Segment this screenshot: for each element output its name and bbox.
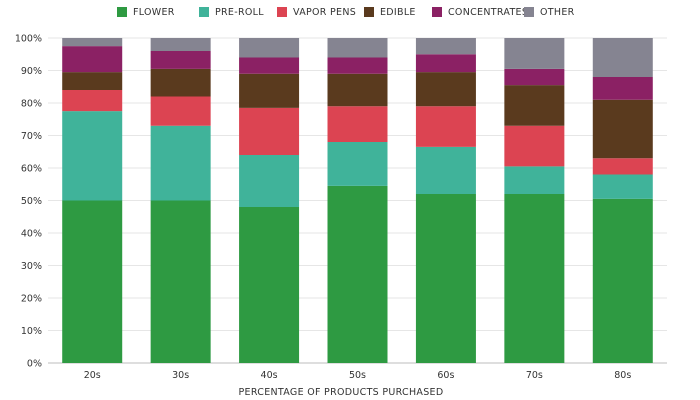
chart-legend: FLOWER PRE-ROLL VAPOR PENS EDIBLE CONCENTRAT… xyxy=(0,4,700,22)
bar-segment-concentrates-20s xyxy=(62,46,123,73)
y-tick-label: 30% xyxy=(21,261,42,272)
legend-label: EDIBLE xyxy=(380,6,416,18)
y-tick-label: 0% xyxy=(27,359,42,370)
bar-segment-pre-roll-80s xyxy=(592,174,653,199)
bar-stack-80s xyxy=(592,38,653,363)
legend-item-flower: FLOWER xyxy=(117,4,175,20)
y-tick-label: 100% xyxy=(15,34,42,45)
bar-stack-40s xyxy=(239,38,300,363)
bar-segment-flower-20s xyxy=(62,200,123,363)
x-tick-label: 40s xyxy=(261,370,278,381)
bar-segment-other-70s xyxy=(504,38,565,69)
legend-item-other: OTHER xyxy=(524,4,575,20)
bar-stack-60s xyxy=(415,38,476,363)
bar-segment-pre-roll-50s xyxy=(327,142,388,186)
legend-item-concentrates: CONCENTRATES xyxy=(432,4,528,20)
legend-swatch xyxy=(432,7,442,17)
bar-segment-pre-roll-60s xyxy=(415,146,476,194)
y-tick-label: 20% xyxy=(21,294,42,305)
bar-stack-20s xyxy=(62,38,123,363)
bar-segment-edible-60s xyxy=(415,72,476,107)
bar-segment-other-60s xyxy=(415,38,476,55)
x-tick-label: 80s xyxy=(614,370,631,381)
bar-segment-concentrates-30s xyxy=(150,51,211,69)
bar-segment-vapor-pens-40s xyxy=(239,107,300,155)
legend-swatch xyxy=(524,7,534,17)
bar-segment-vapor-pens-30s xyxy=(150,96,211,126)
bar-segment-vapor-pens-60s xyxy=(415,106,476,147)
x-axis-ticks: 20s 30s 40s 50s 60s 70s 80s xyxy=(84,370,632,381)
legend-swatch xyxy=(277,7,287,17)
x-tick-label: 70s xyxy=(526,370,543,381)
bar-segment-edible-70s xyxy=(504,85,565,126)
legend-swatch xyxy=(199,7,209,17)
bar-segment-flower-70s xyxy=(504,194,565,363)
bar-stack-50s xyxy=(327,38,388,363)
bar-segment-edible-50s xyxy=(327,73,388,107)
y-tick-label: 10% xyxy=(21,326,42,337)
y-tick-label: 40% xyxy=(21,229,42,240)
y-tick-label: 70% xyxy=(21,131,42,142)
legend-label: CONCENTRATES xyxy=(448,6,529,18)
bar-segment-vapor-pens-20s xyxy=(62,90,123,112)
bar-segment-other-30s xyxy=(150,38,211,51)
legend-item-edible: EDIBLE xyxy=(364,4,416,20)
bar-segment-edible-80s xyxy=(592,99,653,159)
legend-label: VAPOR PENS xyxy=(293,6,357,18)
y-tick-label: 50% xyxy=(21,196,42,207)
x-tick-label: 60s xyxy=(437,370,454,381)
bar-segment-other-40s xyxy=(239,38,300,58)
legend-swatch xyxy=(364,7,374,17)
bar-stacks xyxy=(62,38,653,363)
bar-segment-flower-60s xyxy=(415,194,476,363)
x-axis-title: PERCENTAGE OF PRODUCTS PURCHASED xyxy=(239,387,444,398)
bar-segment-pre-roll-70s xyxy=(504,166,565,194)
bar-segment-concentrates-50s xyxy=(327,57,388,74)
bar-segment-concentrates-70s xyxy=(504,68,565,86)
legend-item-vapor-pens: VAPOR PENS xyxy=(277,4,356,20)
bar-segment-edible-40s xyxy=(239,73,300,108)
bar-segment-pre-roll-20s xyxy=(62,111,123,201)
bar-segment-flower-30s xyxy=(150,200,211,363)
bar-segment-flower-80s xyxy=(592,198,653,363)
bar-segment-other-50s xyxy=(327,38,388,58)
bar-segment-concentrates-80s xyxy=(592,77,653,100)
bar-segment-edible-20s xyxy=(62,72,123,90)
legend-label: PRE-ROLL xyxy=(215,6,264,18)
x-tick-label: 30s xyxy=(172,370,189,381)
bar-segment-edible-30s xyxy=(150,68,211,97)
bar-segment-other-20s xyxy=(62,38,123,47)
y-tick-label: 90% xyxy=(21,66,42,77)
bar-stack-70s xyxy=(504,38,565,363)
legend-label: OTHER xyxy=(540,6,575,18)
legend-swatch xyxy=(117,7,127,17)
y-tick-label: 80% xyxy=(21,99,42,110)
bar-segment-flower-40s xyxy=(239,207,300,363)
bar-segment-concentrates-40s xyxy=(239,57,300,74)
x-tick-label: 50s xyxy=(349,370,366,381)
y-axis-ticks: 0% 10% 20% 30% 40% 50% 60% 70% 80% 90% 100% xyxy=(15,34,42,370)
bar-segment-pre-roll-40s xyxy=(239,155,300,207)
y-tick-label: 60% xyxy=(21,164,42,175)
legend-item-pre-roll: PRE-ROLL xyxy=(199,4,264,20)
x-tick-label: 20s xyxy=(84,370,101,381)
bar-segment-other-80s xyxy=(592,38,653,77)
bar-stack-30s xyxy=(150,38,211,363)
bar-segment-vapor-pens-80s xyxy=(592,158,653,175)
bar-segment-pre-roll-30s xyxy=(150,125,211,201)
legend-label: FLOWER xyxy=(133,6,175,18)
bar-segment-vapor-pens-50s xyxy=(327,106,388,142)
bar-segment-vapor-pens-70s xyxy=(504,125,565,167)
bar-segment-concentrates-60s xyxy=(415,54,476,73)
bar-segment-flower-50s xyxy=(327,185,388,363)
